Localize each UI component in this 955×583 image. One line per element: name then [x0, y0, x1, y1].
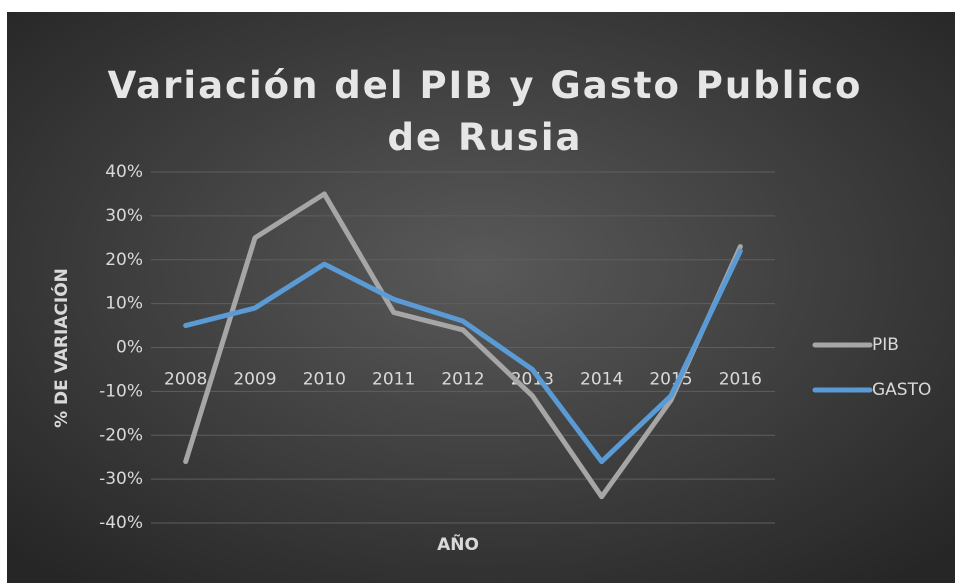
x-tick-label: 2016 [719, 370, 762, 390]
x-tick-label: 2009 [233, 370, 276, 390]
series-line [183, 248, 743, 465]
series-line [183, 191, 743, 500]
x-tick-label: 2008 [164, 370, 207, 390]
y-tick-label: 20% [105, 250, 143, 270]
chart-title: Variación del PIB y Gasto Publico de Rus… [107, 64, 863, 159]
x-tick-label: 2014 [580, 370, 623, 390]
y-tick-label: -10% [99, 381, 143, 401]
legend-label: GASTO [872, 380, 931, 400]
y-tick-label: 10% [105, 294, 143, 314]
y-tick-label: 30% [105, 206, 143, 226]
y-tick-label: -40% [99, 513, 143, 533]
y-tick-label: -30% [99, 469, 143, 489]
y-tick-label: 0% [116, 338, 143, 358]
y-axis-label: % DE VARIACIÓN [50, 268, 72, 428]
x-axis-label: AÑO [437, 532, 479, 555]
y-tick-label: 40% [105, 162, 143, 182]
legend-label: PIB [872, 335, 899, 355]
y-tick-label: -20% [99, 425, 143, 445]
x-tick-label: 2010 [303, 370, 346, 390]
x-tick-label: 2011 [372, 370, 415, 390]
chart-background [7, 12, 955, 583]
x-tick-label: 2012 [441, 370, 484, 390]
